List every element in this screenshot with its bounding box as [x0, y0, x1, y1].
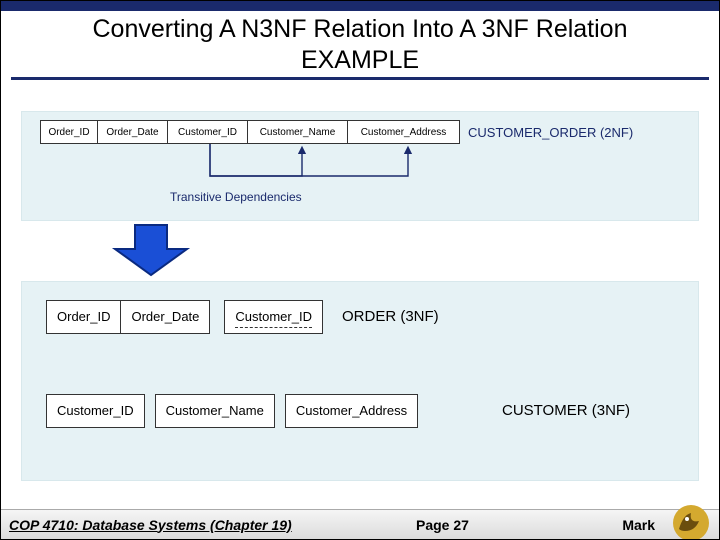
relation-label-2nf: CUSTOMER_ORDER (2NF) [460, 125, 633, 140]
cust-col-customer-address: Customer_Address [285, 394, 418, 428]
slide: Converting A N3NF Relation Into A 3NF Re… [0, 0, 720, 540]
down-arrow-icon [111, 223, 191, 277]
footer-page: Page 27 [416, 517, 469, 533]
relation-order: Order_ID Order_Date Customer_ID [46, 300, 323, 334]
ucf-logo-icon [665, 501, 713, 540]
footer-author: Mark [622, 517, 655, 533]
col-customer-address: Customer_Address [348, 120, 460, 144]
footer-course: COP 4710: Database Systems (Chapter 19) [1, 517, 292, 533]
cust-col-customer-id: Customer_ID [46, 394, 145, 428]
slide-title: Converting A N3NF Relation Into A 3NF Re… [11, 15, 709, 80]
relation-label-order: ORDER (3NF) [342, 308, 439, 325]
relation-customer-order: Order_ID Order_Date Customer_ID Customer… [40, 120, 633, 144]
order-col-customer-id: Customer_ID [224, 300, 323, 334]
col-customer-id: Customer_ID [168, 120, 248, 144]
order-col-order-id: Order_ID [46, 300, 121, 334]
transitive-dependencies-label: Transitive Dependencies [170, 190, 302, 204]
panel-2nf: Order_ID Order_Date Customer_ID Customer… [21, 111, 699, 221]
panel-3nf: Order_ID Order_Date Customer_ID ORDER (3… [21, 281, 699, 481]
col-order-date: Order_Date [98, 120, 168, 144]
order-col-order-date: Order_Date [121, 300, 210, 334]
gap [145, 394, 155, 428]
cust-col-customer-name: Customer_Name [155, 394, 275, 428]
title-line-2: EXAMPLE [11, 46, 709, 75]
top-bar [1, 1, 719, 11]
relation-label-customer: CUSTOMER (3NF) [502, 402, 630, 419]
title-line-1: Converting A N3NF Relation Into A 3NF Re… [11, 15, 709, 44]
relation-customer: Customer_ID Customer_Name Customer_Addre… [46, 394, 418, 428]
col-customer-name: Customer_Name [248, 120, 348, 144]
gap [210, 300, 224, 334]
col-order-id: Order_ID [40, 120, 98, 144]
gap [275, 394, 285, 428]
fk-underline: Customer_ID [235, 308, 312, 328]
footer: COP 4710: Database Systems (Chapter 19) … [1, 509, 719, 539]
